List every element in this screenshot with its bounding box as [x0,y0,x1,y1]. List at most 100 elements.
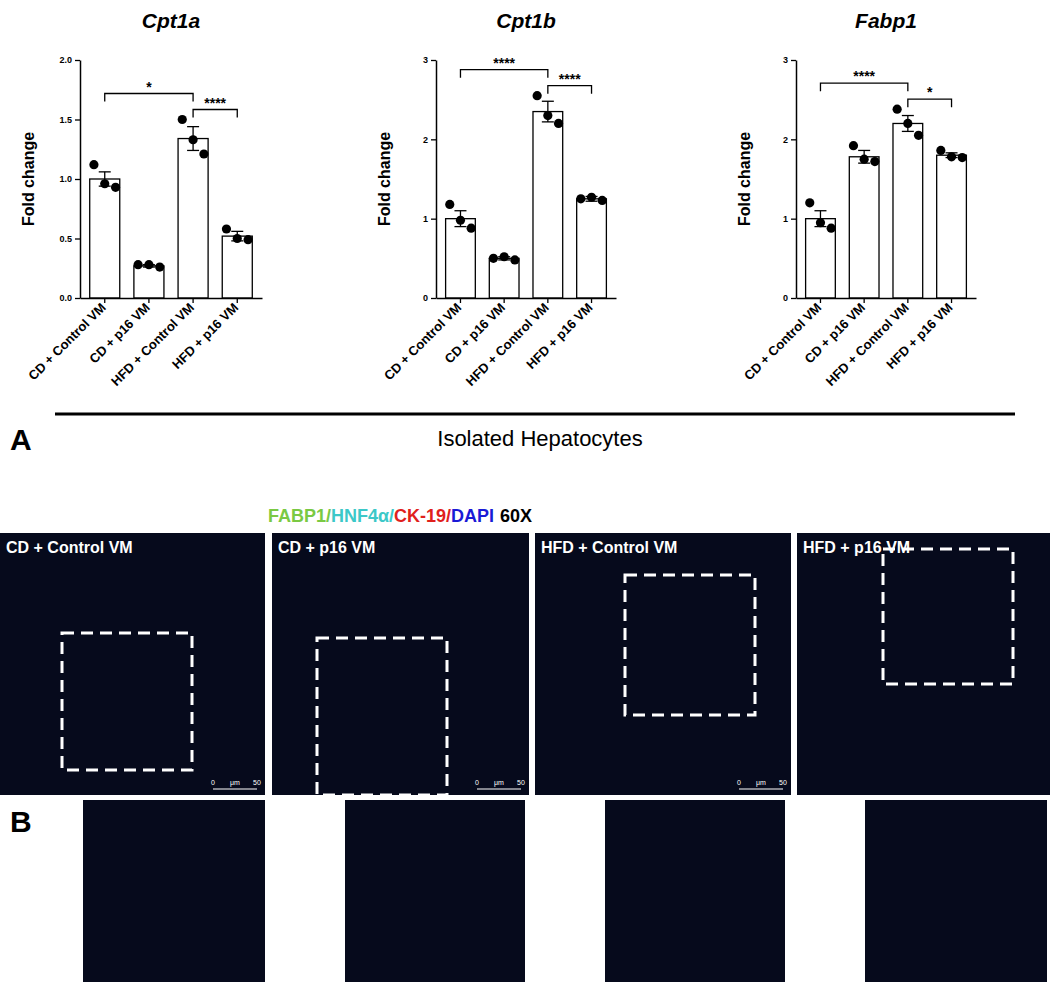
tick: CD + Control VM [381,298,464,383]
data-point [222,224,231,233]
error-bar-cap [187,150,199,151]
data-point [903,119,912,128]
scale-bar-line [213,789,257,790]
data-point [500,252,509,261]
tick-mark [75,179,80,180]
zoom-panel [865,800,1047,982]
tick: CD + Control VM [741,298,824,383]
error-bar-cap [99,171,111,172]
data-point [860,155,869,164]
significance-label: * [146,79,152,95]
error-bar-cap [902,115,914,116]
tick-label: 0 [783,293,788,303]
panel-label: A [10,423,32,456]
scale-bar-label: μm [494,779,504,787]
error-bar [858,150,870,163]
tick: 1.0 [59,174,80,184]
image-label: CD + p16 VM [278,539,375,556]
zoom-panel [605,800,785,982]
tick-mark [951,298,952,303]
significance-bracket [460,70,547,78]
image-label: HFD + Control VM [541,539,677,556]
error-bar [454,211,466,227]
error-bar-cap [542,121,554,122]
axis-line [81,298,263,300]
panel-caption: Isolated Hepatocytes [437,426,642,451]
stain-name: CK-19 [394,506,446,526]
tick-label: 2 [423,135,428,145]
tick-mark [791,60,796,61]
magnification: 60X [500,506,532,526]
bar [446,219,476,298]
tick-label: 1 [423,214,428,224]
tick: CD + Control VM [25,298,108,383]
tick: HFD + Control VM [823,298,912,389]
tick-label: 1.5 [59,115,72,125]
tick-label: 0.5 [59,234,72,244]
error-bar [542,101,554,122]
data-point [467,224,476,233]
tick: 3 [423,55,436,65]
tick-mark [504,298,505,303]
tick-label: 1.0 [59,174,72,184]
tick-mark [75,298,80,299]
tick-label: 1 [783,214,788,224]
tick-label: 3 [423,55,428,65]
data-point [510,255,519,264]
tick-mark [104,298,105,303]
data-point [111,183,120,192]
tick: HFD + Control VM [463,298,552,389]
image-label: CD + Control VM [6,539,133,556]
data-point [533,91,542,100]
stain-legend: FABP1/HNF4α/CK-19/DAPI60X [268,506,532,526]
tick-mark [431,298,436,299]
tick: 2.0 [59,55,80,65]
tick: 0.0 [59,293,80,303]
chart-title: Cpt1b [496,9,556,32]
data-point [805,198,814,207]
error-bar-cap [858,150,870,151]
zoom-box [625,575,755,715]
tick: 1 [783,214,796,224]
axis-line [796,61,798,299]
tick-label: 0 [423,293,428,303]
tick-mark [75,238,80,239]
tick-label: HFD + Control VM [823,300,912,389]
data-point [489,254,498,263]
significance-label: **** [559,71,581,87]
data-point [233,234,242,243]
tick-mark [547,298,548,303]
data-point [178,115,187,124]
annotations: ***** [820,68,951,107]
tick-mark [791,139,796,140]
scale-bar-label: μm [756,779,766,787]
data-point [587,193,596,202]
panel-label: B [10,805,32,838]
significance-bracket [820,83,907,91]
tick-label: 2.0 [59,55,72,65]
stain-name: DAPI [451,506,494,526]
scale-bar-label: 50 [779,779,787,786]
tick: 0 [783,293,796,303]
zoom-box [317,638,447,795]
error-bar-cap [231,231,243,232]
annotations: ******** [460,55,591,94]
x-axis: CD + Control VMCD + p16 VMHFD + Control … [381,298,616,389]
bar [90,179,120,298]
tick-mark [864,298,865,303]
data-point [958,153,967,162]
data-point [188,135,197,144]
axis-title: Fold change [20,132,37,226]
axis-line [436,61,438,299]
data-point [456,216,465,225]
significance-bracket [193,110,237,118]
tick-mark [791,219,796,220]
data-point [893,105,902,114]
data-point [849,141,858,150]
tick-mark [820,298,821,303]
axis-line [797,298,977,300]
tick-mark [237,298,238,303]
zoom-box [62,633,192,770]
data-point [243,235,252,244]
image-label: HFD + p16 VM [803,539,910,556]
